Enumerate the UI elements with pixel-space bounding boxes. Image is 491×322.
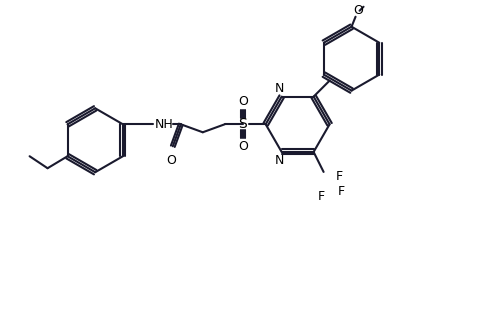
Text: S: S [238,117,247,131]
Text: O: O [354,4,363,17]
Text: N: N [275,154,284,167]
Text: O: O [238,95,247,108]
Text: F: F [318,190,325,203]
Text: F: F [335,170,343,184]
Text: N: N [275,81,284,95]
Text: O: O [238,140,247,153]
Text: NH: NH [155,118,174,131]
Text: O: O [166,154,176,167]
Text: F: F [338,185,345,198]
